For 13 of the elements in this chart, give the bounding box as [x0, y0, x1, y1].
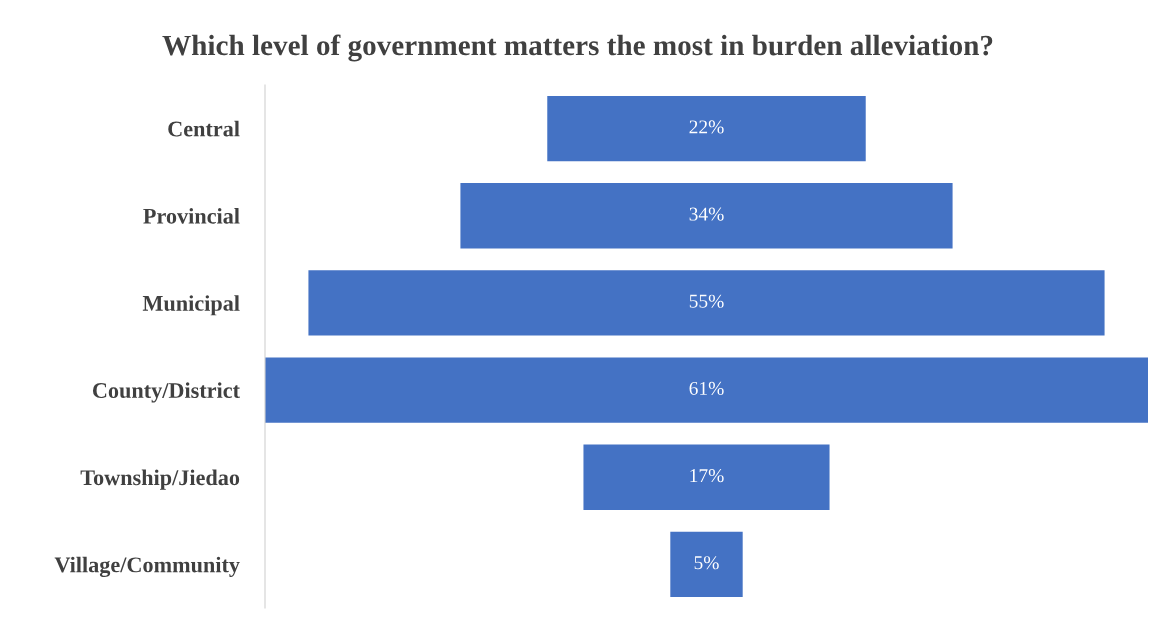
data-label: 5% [694, 556, 719, 570]
category-label: Municipal [142, 295, 240, 316]
data-label: 17% [690, 469, 724, 483]
data-label: 34% [689, 207, 724, 221]
data-label: 22% [689, 120, 724, 134]
category-label: County/District [92, 382, 240, 403]
text: Which level of government matters the most in burden alleviation? [162, 34, 993, 62]
category-label: Village/Community [54, 556, 240, 578]
category-label: Central [168, 120, 240, 137]
category-label: Township/Jiedao [80, 469, 240, 490]
category-label: Provincial [143, 208, 240, 224]
data-label: 55% [689, 294, 724, 308]
data-label: 61% [689, 381, 724, 396]
